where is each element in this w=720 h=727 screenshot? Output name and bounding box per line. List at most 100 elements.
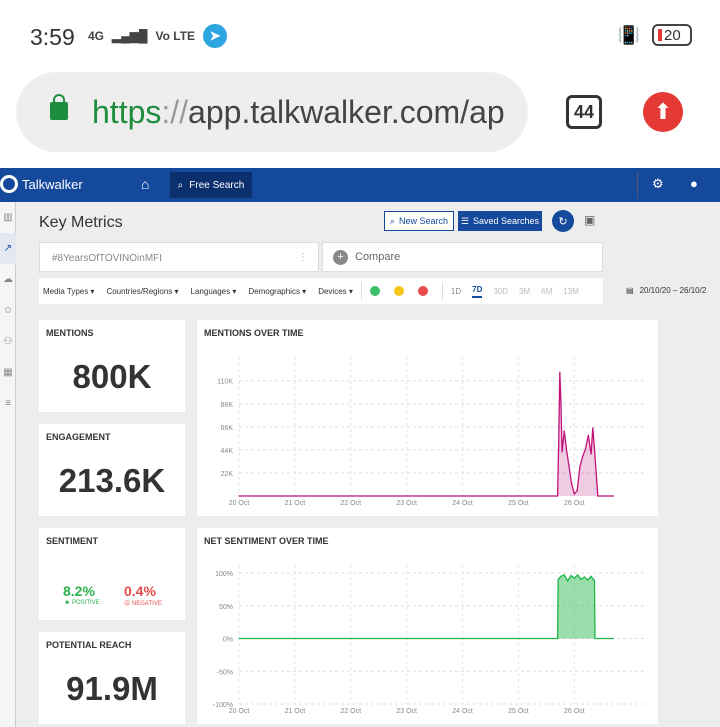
new-search-button[interactable]: ⌕ New Search [384,211,454,231]
data-point [565,449,568,451]
mentions-title: MENTIONS [46,328,94,338]
url-bar[interactable]: https://app.talkwalker.com/ap [16,72,528,152]
reach-title: POTENTIAL REACH [46,640,132,650]
brand[interactable]: Talkwalker [0,175,83,193]
range-1d[interactable]: 1D [450,286,462,296]
neutral-face-icon[interactable] [393,286,404,296]
net-sentiment-chart: 100% 50% 0% -50% -100%20 Oct 21 Oct 22 Oct 23 O… [213,565,647,715]
status-time: 3:59 [30,24,75,50]
data-point [266,495,268,497]
query-field[interactable]: #8YearsOfTOVINOinMFI ⋮ [39,242,319,272]
data-point [560,575,562,577]
data-point [573,493,575,495]
data-point [406,495,408,497]
telegram-icon: ➤ [203,24,228,48]
data-point [567,580,569,582]
sidebar-item-map-icon[interactable]: ▦ [3,367,13,378]
mentions-value: 800K [72,358,152,395]
y-tick-label: 100% [215,571,233,578]
data-point [563,574,565,576]
compare-field[interactable]: + Compare [322,242,603,272]
filter-languages[interactable]: Languages ▾ [190,286,237,296]
sidebar-item-influencer-icon[interactable]: ☺ [2,305,14,316]
sidebar-item-library-icon[interactable]: ▥ [3,212,13,223]
x-tick-label: 26 Oct [564,500,585,507]
sidebar-item-results-icon[interactable]: ≡ [5,398,11,409]
x-tick-label: 21 Oct [285,500,306,507]
status-icons: 4G ▂▄▆█ Vo LTE ➤ [88,24,228,48]
positive-face-icon[interactable] [369,286,380,296]
data-point [600,495,602,497]
data-point [545,495,547,497]
talkwalker-logo-icon [0,175,18,193]
tab-count-button[interactable]: 44 [566,95,602,129]
filter-media-types[interactable]: Media Types ▾ [43,286,95,296]
y-tick-label: -100% [213,702,233,709]
date-range[interactable]: ▤ 20/10/20 – 26/10/2 [626,286,706,295]
sidebar-item-metrics-icon[interactable]: ↗ [0,233,16,264]
data-point [593,448,596,450]
chat-icon[interactable]: ● [690,176,698,191]
range-3m[interactable]: 3M [519,286,531,296]
engagement-title: ENGAGEMENT [46,432,111,442]
refresh-icon[interactable]: ↻ [552,210,574,232]
save-icon[interactable]: ▣ [584,213,596,227]
filter-countries-regions[interactable]: Countries/Regions ▾ [106,286,179,296]
data-point [570,482,573,485]
battery-icon: 20 [652,24,692,46]
data-point [576,490,578,492]
positive-label: ☻ POSITIVE [64,600,100,606]
sentiment-chart-title: NET SENTIMENT OVER TIME [204,536,329,546]
data-point [434,495,436,497]
range-7d[interactable]: 7D [472,285,483,298]
x-tick-label: 25 Oct [508,500,529,507]
data-point [561,451,563,453]
more-vert-icon[interactable]: ⋮ [298,252,308,263]
negative-face-icon[interactable] [417,286,428,296]
filter-demographics[interactable]: Demographics ▾ [248,286,307,296]
filter-bar: Media Types ▾ Countries/Regions ▾ Langua… [39,278,603,304]
filter-divider [360,282,362,300]
data-point [593,580,596,582]
y-tick-label: 0% [223,637,233,644]
data-point [597,495,599,497]
range-6m[interactable]: 6M [541,286,553,296]
compare-label: Compare [355,251,401,263]
y-tick-label: 22K [221,471,234,478]
data-point [556,637,559,640]
data-point [602,495,605,497]
data-point [563,430,565,432]
positive-label-text: POSITIVE [71,600,100,606]
data-point [559,371,561,373]
y-tick-label: 110K [217,379,233,386]
data-point [406,637,408,640]
new-search-label: New Search [399,216,449,226]
url-host: app.talkwalker.com/ap [188,94,505,130]
data-point [556,495,559,497]
plus-icon: + [333,249,348,265]
data-point [517,637,520,640]
data-point [294,495,296,497]
saved-searches-button[interactable]: ☰ Saved Searches [458,211,542,231]
home-icon[interactable]: ⌂ [141,176,150,192]
filter-devices[interactable]: Devices ▾ [318,286,353,296]
sidebar-item-cloud-icon[interactable]: ☁ [3,274,13,285]
x-tick-label: 23 Oct [396,708,417,715]
gear-icon[interactable]: ⚙ [652,176,664,191]
sidebar-item-demographics-icon[interactable]: ⚇ [3,336,13,347]
reach-card: POTENTIAL REACH 91.9M [39,632,185,724]
data-point [594,637,596,640]
x-tick-label: 22 Oct [340,708,361,715]
data-point [350,495,352,497]
reach-value: 91.9M [66,670,158,707]
range-13m[interactable]: 13M [563,286,579,296]
data-point [582,455,584,457]
free-search-button[interactable]: ⌕ Free Search [170,172,252,198]
engagement-card: ENGAGEMENT 213.6K [39,424,185,516]
data-point [584,448,587,450]
upload-arrow-icon[interactable]: ⬆ [643,92,683,132]
url-text[interactable]: https://app.talkwalker.com/ap [92,94,508,131]
data-point [590,453,592,455]
range-30d[interactable]: 30D [493,286,509,296]
brand-name: Talkwalker [22,176,83,192]
